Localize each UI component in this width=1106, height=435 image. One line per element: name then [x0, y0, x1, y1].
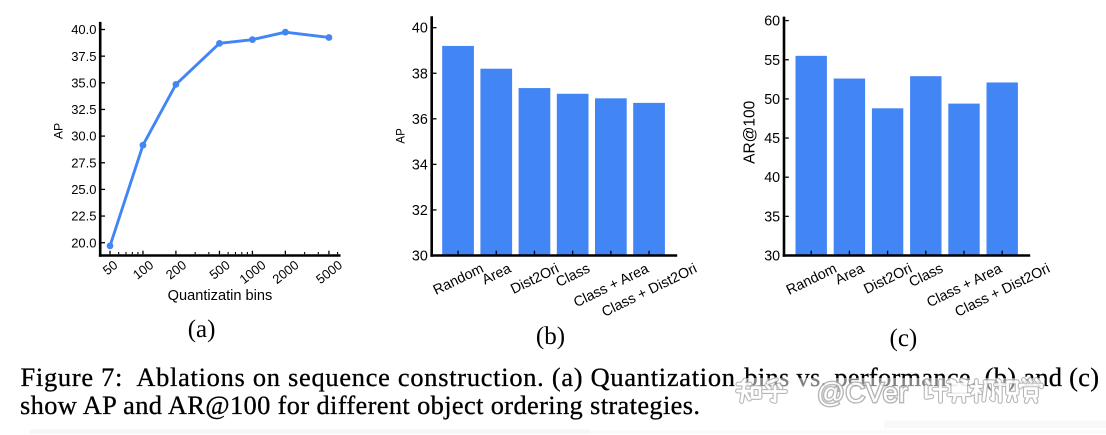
svg-text:Class: Class — [554, 261, 593, 291]
svg-text:32.5: 32.5 — [71, 102, 96, 117]
svg-text:20.0: 20.0 — [71, 235, 96, 250]
svg-text:AP: AP — [396, 128, 408, 144]
svg-text:25.0: 25.0 — [71, 182, 96, 197]
svg-text:show AP and AR@100 for differe: show AP and AR@100 for different object … — [20, 390, 700, 420]
svg-text:22.5: 22.5 — [71, 209, 96, 224]
svg-text:100: 100 — [130, 257, 156, 282]
svg-text:38: 38 — [412, 66, 428, 82]
svg-text:200: 200 — [163, 257, 189, 282]
svg-text:Class: Class — [907, 261, 946, 291]
svg-text:2000: 2000 — [269, 257, 301, 287]
svg-text:30: 30 — [412, 249, 428, 265]
svg-text:36: 36 — [412, 112, 428, 128]
svg-text:(a): (a) — [188, 316, 216, 343]
svg-text:27.5: 27.5 — [71, 155, 96, 170]
svg-text:50: 50 — [100, 257, 121, 278]
svg-text:35: 35 — [764, 209, 780, 225]
svg-text:Random: Random — [431, 261, 487, 299]
svg-text:@CVer: @CVer — [817, 377, 908, 408]
svg-text:35.0: 35.0 — [71, 75, 96, 90]
svg-text:40: 40 — [764, 170, 780, 186]
svg-text:Quantizatin bins: Quantizatin bins — [168, 288, 273, 304]
svg-text:(c): (c) — [890, 325, 918, 352]
svg-text:40.0: 40.0 — [71, 22, 96, 37]
svg-text:50: 50 — [764, 92, 780, 108]
svg-text:30: 30 — [764, 249, 780, 265]
svg-text:34: 34 — [412, 157, 428, 173]
svg-text:60: 60 — [764, 14, 780, 30]
svg-text:(b): (b) — [536, 323, 565, 350]
svg-text:5000: 5000 — [313, 257, 345, 287]
svg-text:55: 55 — [764, 53, 780, 69]
svg-text:Dist2Ori: Dist2Ori — [508, 261, 561, 298]
svg-text:30.0: 30.0 — [71, 129, 96, 144]
svg-text:500: 500 — [206, 257, 232, 282]
svg-text:AR@100: AR@100 — [742, 100, 759, 164]
svg-text:32: 32 — [412, 203, 428, 219]
svg-text:37.5: 37.5 — [71, 49, 96, 64]
svg-text:Random: Random — [784, 261, 840, 299]
svg-text:Figure 7: Ablations on sequen: Figure 7: Ablations on sequence construc… — [21, 362, 736, 392]
svg-text:45: 45 — [764, 131, 780, 147]
svg-text:Dist2Ori: Dist2Ori — [861, 261, 914, 298]
svg-text:1000: 1000 — [237, 257, 269, 287]
svg-text:40: 40 — [412, 21, 428, 37]
svg-text:AP: AP — [51, 123, 65, 139]
